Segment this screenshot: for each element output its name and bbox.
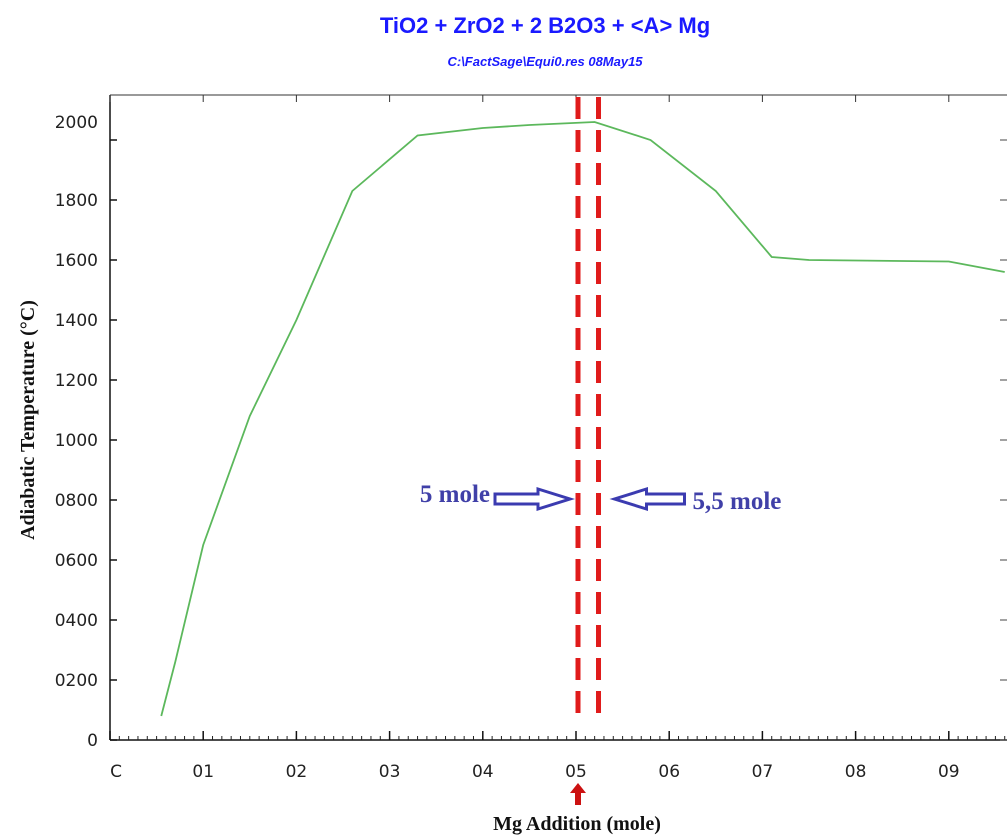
annotation-left: 5,5 mole bbox=[609, 486, 782, 515]
plot-frame bbox=[109, 94, 1007, 741]
y-axis-title: Adiabatic Temperature (°C) bbox=[17, 300, 39, 540]
series-layer bbox=[160, 121, 1005, 717]
x-tick-label: 08 bbox=[845, 762, 867, 782]
y-tick-label: 1200 bbox=[55, 371, 98, 391]
series-line bbox=[160, 121, 1005, 717]
annotation-label: 5 mole bbox=[420, 481, 490, 508]
arrow-right-icon bbox=[493, 486, 576, 512]
y-tick-label: 0400 bbox=[55, 611, 98, 631]
x-tick-label: 03 bbox=[379, 762, 401, 782]
y-ticks: 0 0200 0400 0600 0800 1000 1200 1400 1600 1800 200… bbox=[55, 113, 1007, 751]
x-tick-label: 09 bbox=[938, 762, 960, 782]
annotation-right: 5 mole bbox=[420, 481, 576, 512]
y-tick-label: 1000 bbox=[55, 431, 98, 451]
x-tick-label: C bbox=[110, 762, 122, 782]
y-tick-label: 0200 bbox=[55, 671, 98, 691]
y-tick-label: 0800 bbox=[55, 491, 98, 511]
annotation-label: 5,5 mole bbox=[693, 488, 782, 515]
x-tick-label: 06 bbox=[658, 762, 680, 782]
x-ticks: C 01 02 03 04 05 06 07 08 09 bbox=[109, 95, 960, 782]
y-tick-label: 1400 bbox=[55, 311, 98, 331]
y-tick-label: 0 bbox=[87, 731, 98, 751]
annotation-layer: 5 mole 5,5 mole bbox=[420, 481, 782, 805]
marker-arrow-icon bbox=[570, 783, 586, 805]
y-tick-label: 1600 bbox=[55, 251, 98, 271]
vline-layer bbox=[575, 97, 602, 718]
x-tick-label: 04 bbox=[472, 762, 494, 782]
x-axis-title: Mg Addition (mole) bbox=[493, 813, 661, 835]
x-tick-label: 01 bbox=[192, 762, 214, 782]
chart-subtitle: C:\FactSage\Equi0.res 08May15 bbox=[447, 54, 643, 69]
chart-title: TiO2 + ZrO2 + 2 B2O3 + <A> Mg bbox=[380, 13, 710, 38]
y-tick-label: 1800 bbox=[55, 191, 98, 211]
x-tick-label: 02 bbox=[286, 762, 308, 782]
x-tick-label: 05 bbox=[565, 762, 587, 782]
x-tick-label: 07 bbox=[752, 762, 774, 782]
y-tick-label: 2000 bbox=[55, 113, 98, 133]
y-tick-label: 0600 bbox=[55, 551, 98, 571]
arrow-left-icon bbox=[609, 486, 687, 512]
